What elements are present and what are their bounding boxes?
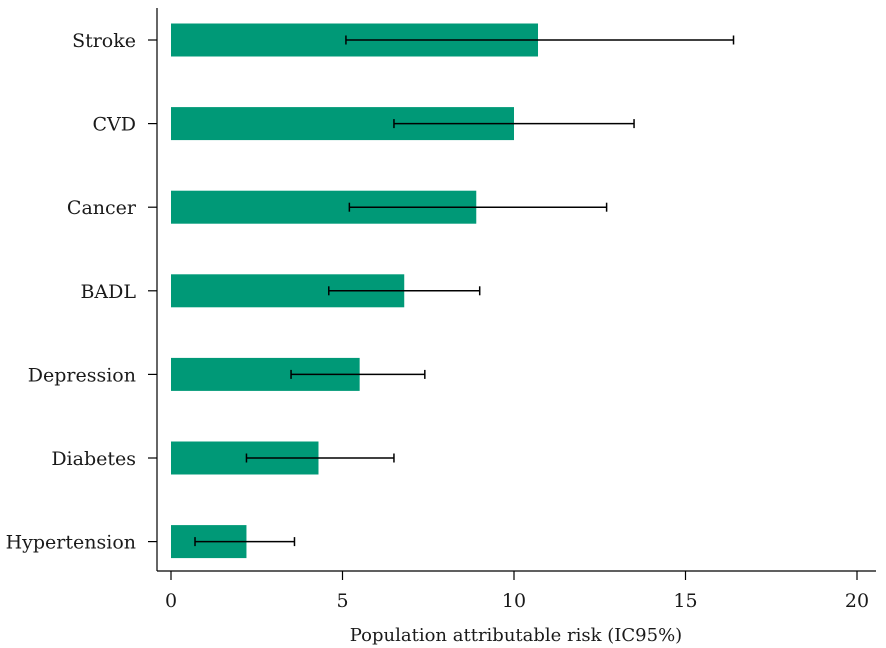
chart-marks: 0 5 10 15 20 Stroke CVD Cancer BADL Depression Dia… <box>6 23 869 612</box>
x-tick-label: 5 <box>336 590 348 612</box>
x-tick-label: 20 <box>845 590 869 612</box>
category-label: Cancer <box>67 197 137 219</box>
category-label: CVD <box>93 114 137 136</box>
category-label: BADL <box>80 281 136 303</box>
x-axis-title: Population attributable risk (IC95%) <box>350 625 682 646</box>
category-label: Diabetes <box>51 448 136 470</box>
category-label: Stroke <box>72 30 136 52</box>
x-tick-label: 10 <box>502 590 526 612</box>
x-tick-label: 0 <box>165 590 177 612</box>
x-tick-label: 15 <box>673 590 697 612</box>
category-label: Hypertension <box>6 532 136 554</box>
category-label: Depression <box>28 364 136 386</box>
